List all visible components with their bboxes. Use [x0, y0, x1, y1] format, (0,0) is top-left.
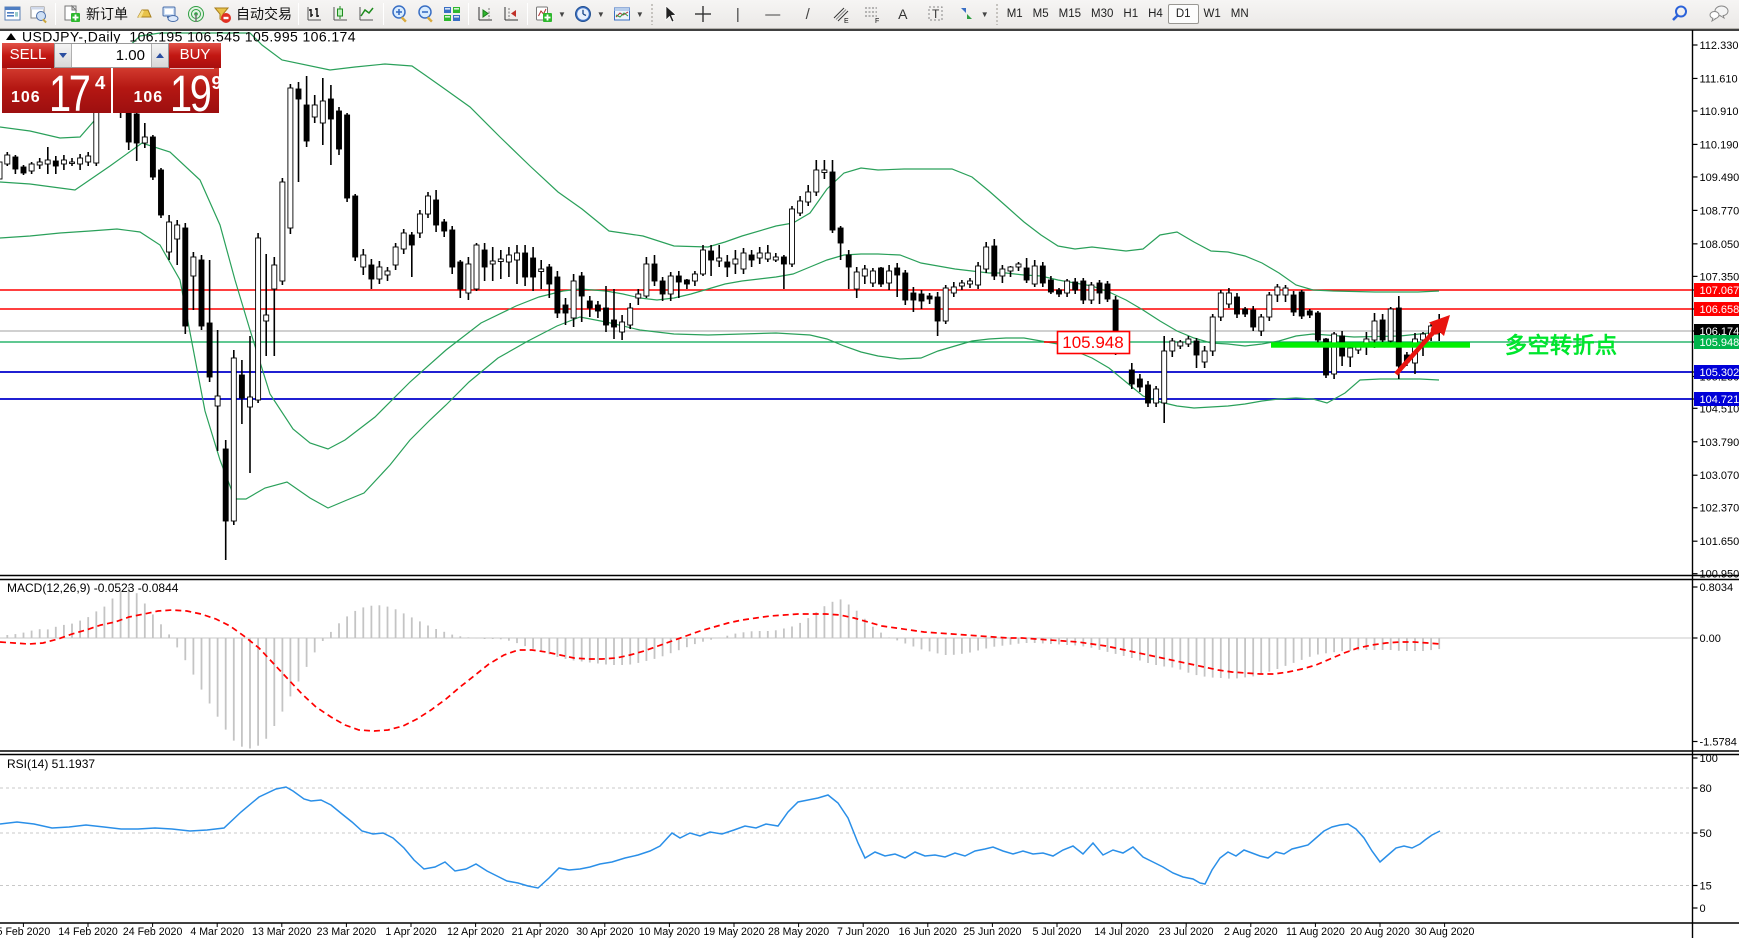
svg-text:104.721: 104.721	[1700, 394, 1739, 406]
svg-text:15: 15	[1700, 881, 1712, 893]
svg-text:110.190: 110.190	[1700, 139, 1739, 151]
svg-text:7 Jun 2020: 7 Jun 2020	[837, 926, 890, 938]
svg-text:102.370: 102.370	[1700, 503, 1739, 515]
svg-text:23 Jul 2020: 23 Jul 2020	[1159, 926, 1214, 938]
svg-text:5 Feb 2020: 5 Feb 2020	[0, 926, 50, 938]
svg-text:23 Mar 2020: 23 Mar 2020	[317, 926, 377, 938]
svg-text:T: T	[932, 7, 940, 21]
svg-text:107.067: 107.067	[1700, 285, 1739, 297]
svg-text:1 Apr 2020: 1 Apr 2020	[385, 926, 436, 938]
svg-text:108.770: 108.770	[1700, 205, 1739, 217]
svg-text:105.302: 105.302	[1700, 367, 1739, 379]
svg-text:MACD(12,26,9) -0.0523 -0.0844: MACD(12,26,9) -0.0523 -0.0844	[7, 581, 179, 595]
svg-text:多空转折点: 多空转折点	[1505, 333, 1618, 358]
svg-text:105.948: 105.948	[1062, 333, 1123, 352]
svg-text:21 Apr 2020: 21 Apr 2020	[512, 926, 569, 938]
svg-text:104.510: 104.510	[1700, 403, 1739, 415]
svg-text:E: E	[844, 18, 849, 24]
svg-text:105.948: 105.948	[1700, 337, 1739, 349]
svg-text:108.050: 108.050	[1700, 239, 1739, 251]
svg-text:101.650: 101.650	[1700, 536, 1739, 548]
svg-text:100.950: 100.950	[1700, 569, 1739, 581]
svg-text:80: 80	[1700, 783, 1712, 795]
svg-text:0.00: 0.00	[1700, 633, 1721, 645]
svg-text:0.8034: 0.8034	[1700, 582, 1734, 594]
svg-text:20 Aug 2020: 20 Aug 2020	[1350, 926, 1410, 938]
svg-text:5 Jul 2020: 5 Jul 2020	[1033, 926, 1082, 938]
svg-text:-1.5784: -1.5784	[1700, 737, 1737, 749]
svg-text:19 May 2020: 19 May 2020	[703, 926, 764, 938]
svg-text:50: 50	[1700, 828, 1712, 840]
svg-text:30 Aug 2020: 30 Aug 2020	[1415, 926, 1475, 938]
svg-text:14 Jul 2020: 14 Jul 2020	[1094, 926, 1149, 938]
svg-text:4 Mar 2020: 4 Mar 2020	[190, 926, 244, 938]
svg-text:F: F	[875, 18, 879, 24]
svg-text:30 Apr 2020: 30 Apr 2020	[576, 926, 633, 938]
svg-text:111.610: 111.610	[1700, 73, 1738, 85]
svg-text:25 Jun 2020: 25 Jun 2020	[963, 926, 1021, 938]
svg-text:110.910: 110.910	[1700, 106, 1739, 118]
svg-text:2 Aug 2020: 2 Aug 2020	[1224, 926, 1278, 938]
svg-text:11 Aug 2020: 11 Aug 2020	[1286, 926, 1345, 938]
svg-text:109.490: 109.490	[1700, 172, 1739, 184]
svg-text:112.330: 112.330	[1700, 40, 1739, 52]
svg-text:0: 0	[1700, 903, 1706, 915]
svg-text:USDJPY-,Daily 106.195 106.545: USDJPY-,Daily 106.195 106.545 105.995 10…	[22, 29, 356, 45]
svg-text:28 May 2020: 28 May 2020	[768, 926, 829, 938]
svg-text:103.070: 103.070	[1700, 470, 1739, 482]
svg-text:106.658: 106.658	[1700, 304, 1739, 316]
svg-text:13 Mar 2020: 13 Mar 2020	[252, 926, 312, 938]
svg-text:12 Apr 2020: 12 Apr 2020	[447, 926, 504, 938]
svg-text:107.350: 107.350	[1700, 271, 1739, 283]
svg-text:14 Feb 2020: 14 Feb 2020	[58, 926, 118, 938]
svg-text:103.790: 103.790	[1700, 437, 1739, 449]
svg-text:10 May 2020: 10 May 2020	[639, 926, 700, 938]
svg-text:24 Feb 2020: 24 Feb 2020	[123, 926, 183, 938]
svg-text:100: 100	[1700, 753, 1718, 765]
svg-text:16 Jun 2020: 16 Jun 2020	[899, 926, 957, 938]
svg-text:RSI(14) 51.1937: RSI(14) 51.1937	[7, 757, 95, 771]
